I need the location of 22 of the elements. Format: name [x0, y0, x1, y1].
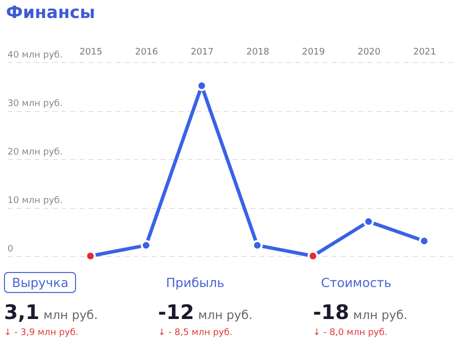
text: ↓ - 8,0 млн руб. [313, 328, 388, 338]
chart-title: Финансы [6, 3, 96, 23]
x-tick-label: 2016 [135, 48, 158, 58]
y-tick-label: 30 млн руб. [8, 99, 63, 109]
text: Прибыль [165, 274, 226, 292]
text: 3,1 млн руб. [4, 300, 98, 324]
x-tick-label: 2020 [358, 48, 381, 58]
y-tick-label: 10 млн руб. [8, 196, 63, 206]
x-tick-label: 2015 [79, 48, 102, 58]
y-tick-label: 20 млн руб. [8, 148, 63, 158]
y-tick-label: 40 млн руб. [8, 50, 63, 60]
text: -12 млн руб. [158, 300, 252, 324]
x-tick-label: 2021 [413, 48, 436, 58]
x-tick-label: 2017 [190, 48, 214, 58]
text: ↓ - 8,5 млн руб. [158, 328, 234, 338]
text: -18 млн руб. [313, 300, 408, 324]
text: ↓ - 3,9 млн руб. [4, 328, 80, 338]
x-tick-label: 2018 [246, 48, 270, 58]
y-tick-label: 0 [8, 244, 14, 254]
x-tick-label: 2019 [302, 48, 326, 58]
text: Стоимость [320, 274, 392, 292]
tab-button: Выручка [4, 272, 76, 293]
